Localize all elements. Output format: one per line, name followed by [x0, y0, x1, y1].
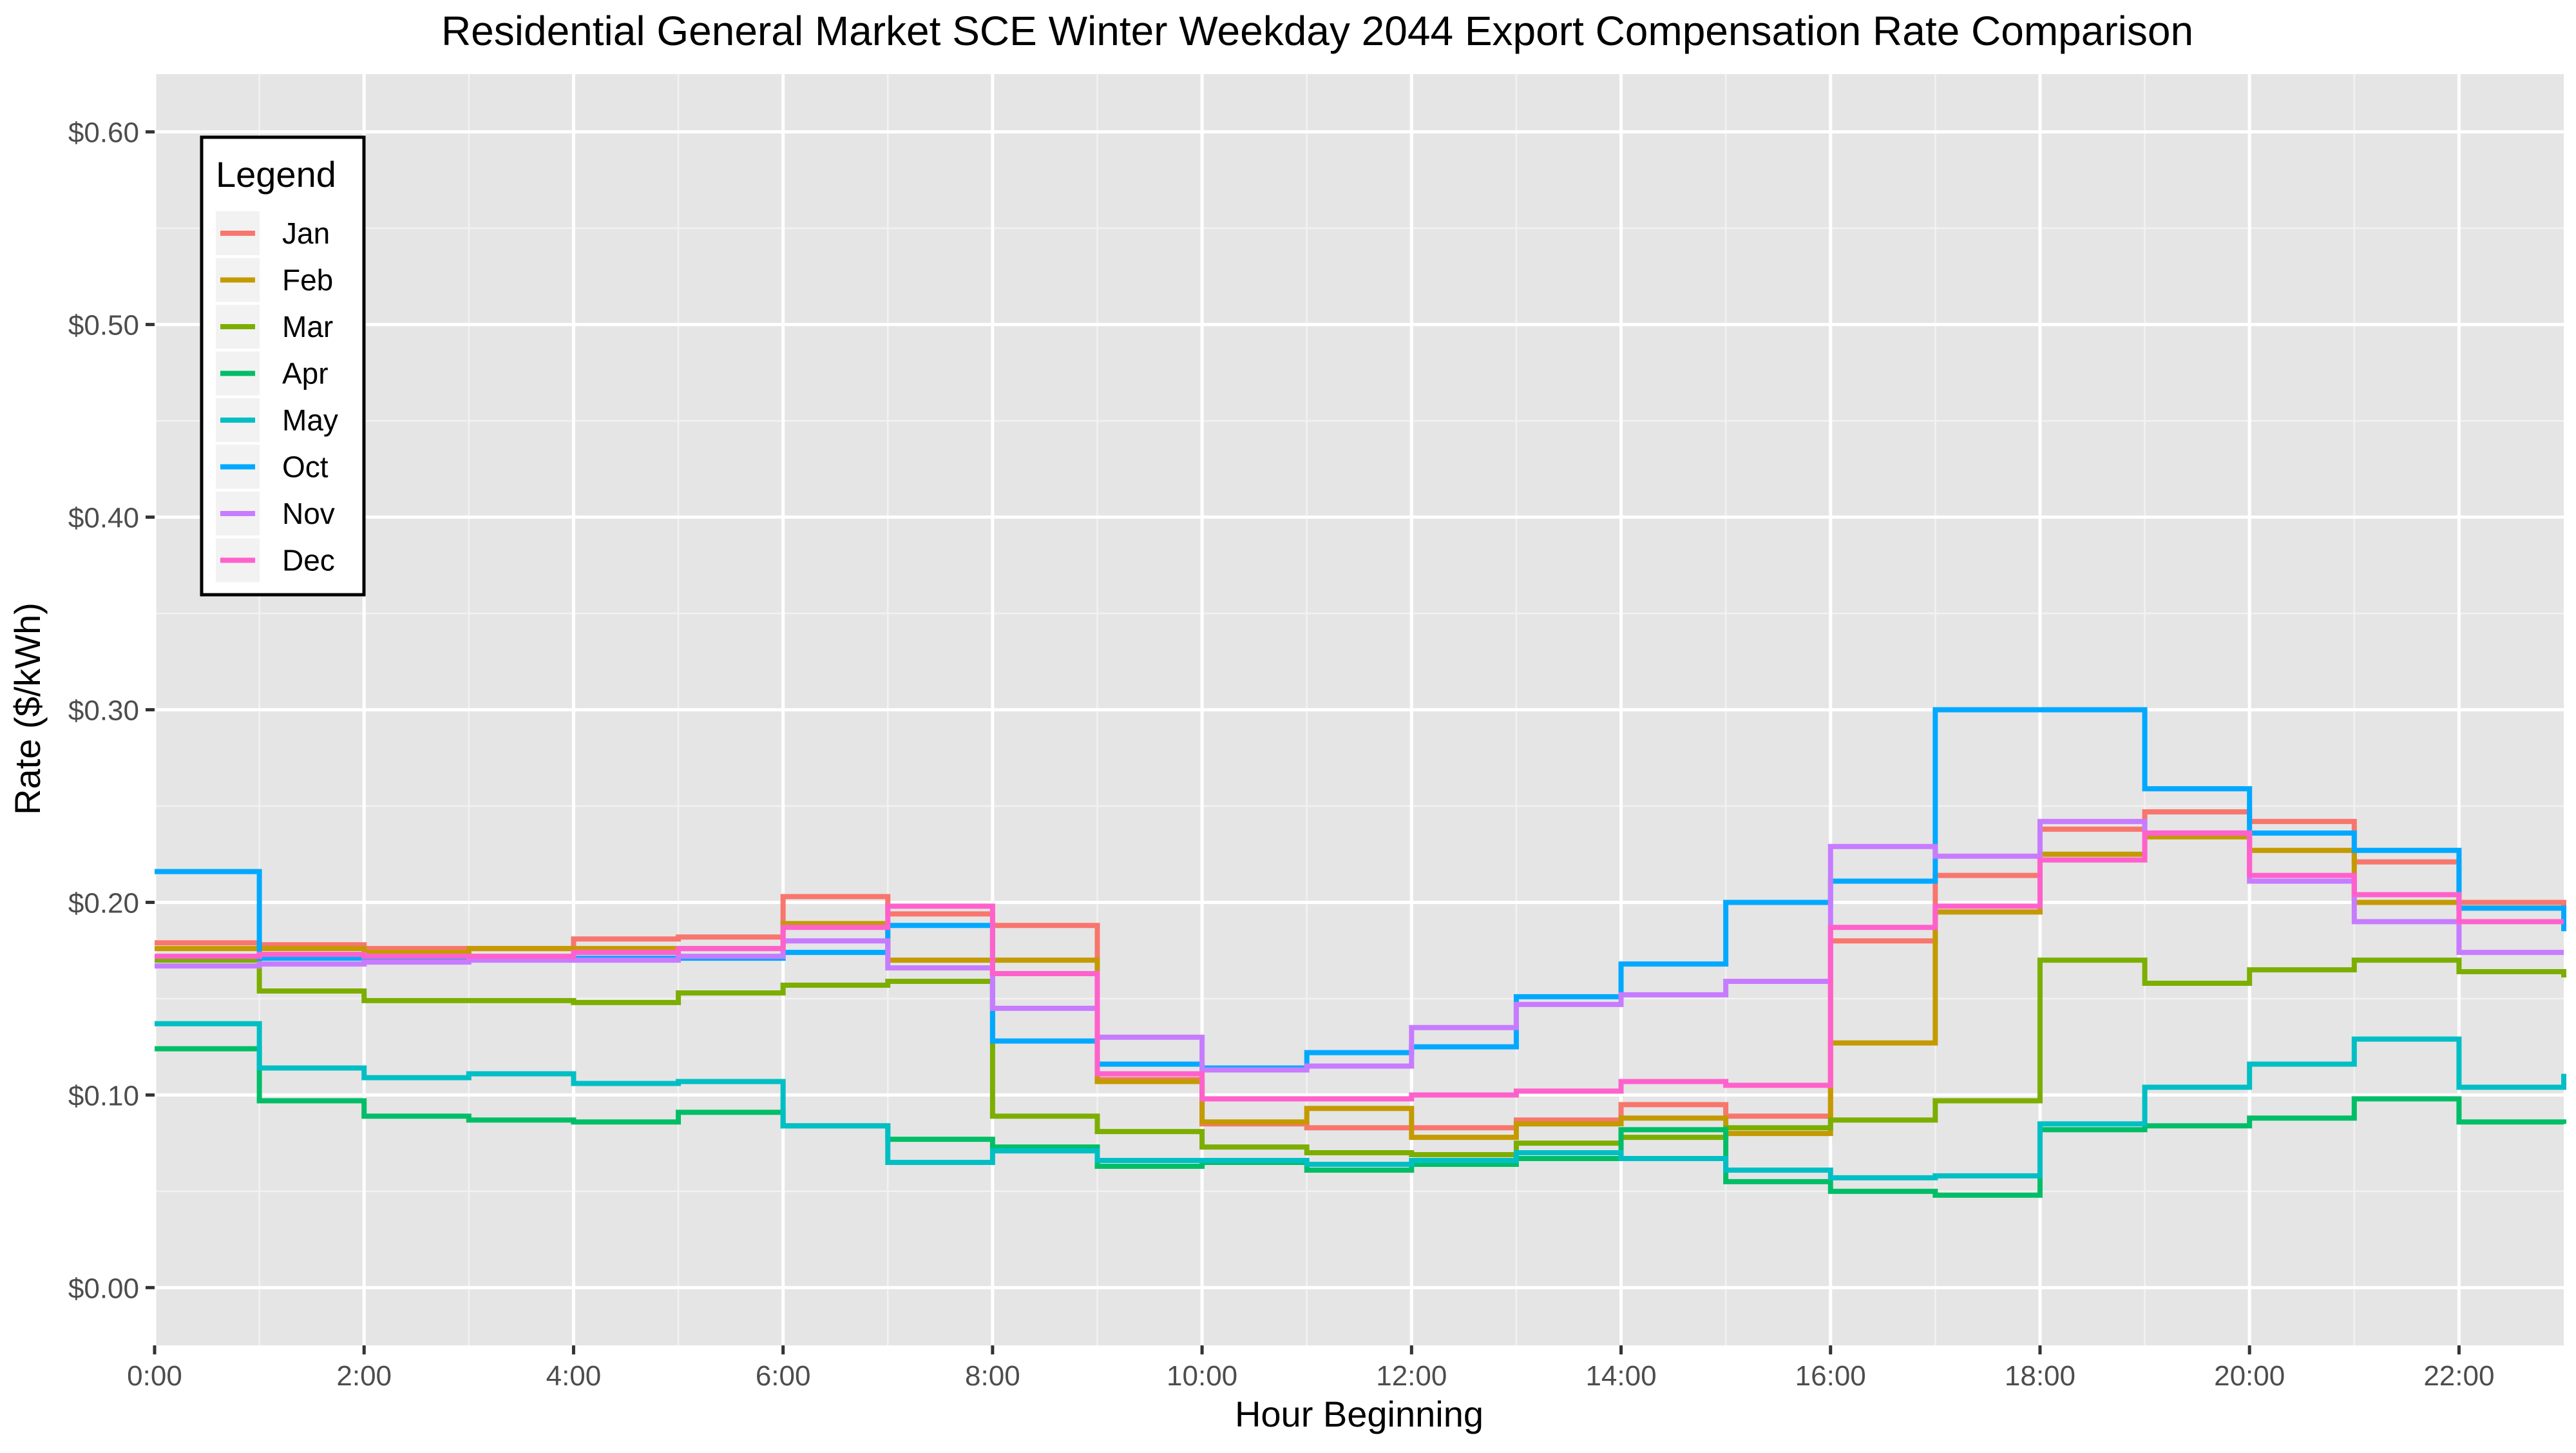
series-line-dec	[155, 830, 2564, 1102]
series-line-nov	[155, 818, 2564, 1073]
y-tick-label: $0.40	[68, 503, 139, 534]
legend-label-nov: Nov	[282, 497, 335, 530]
series-line-apr	[155, 1046, 2566, 1198]
legend-items: Jan Feb Mar Apr May Oct Nov Dec	[216, 211, 338, 582]
legend-label-feb: Feb	[282, 264, 333, 297]
x-tick-label: 22:00	[2423, 1360, 2494, 1392]
legend-label-oct: Oct	[282, 450, 329, 484]
x-tick-label: 12:00	[1376, 1360, 1447, 1392]
y-tick-label: $0.60	[68, 117, 139, 149]
x-tick-label: 8:00	[965, 1360, 1020, 1392]
legend-label-mar: Mar	[282, 310, 333, 343]
y-tick-label: $0.20	[68, 887, 139, 919]
legend-label-may: May	[282, 403, 338, 437]
x-tick-label: 14:00	[1585, 1360, 1656, 1392]
x-tick-label: 16:00	[1795, 1360, 1866, 1392]
legend-title: Legend	[216, 154, 336, 195]
y-tick-label: $0.30	[68, 695, 139, 727]
x-tick-label: 20:00	[2214, 1360, 2285, 1392]
legend-label-apr: Apr	[282, 357, 329, 390]
x-tick-label: 0:00	[127, 1360, 182, 1392]
x-tick-label: 6:00	[756, 1360, 811, 1392]
series-line-mar	[155, 957, 2566, 1158]
x-tick-label: 10:00	[1167, 1360, 1237, 1392]
grid-major	[153, 74, 2564, 1345]
chart-title: Residential General Market SCE Winter We…	[441, 8, 2193, 54]
legend-label-jan: Jan	[282, 217, 330, 250]
series-line-may	[155, 1021, 2566, 1180]
x-tick-label: 2:00	[336, 1360, 392, 1392]
x-axis: 0:00 2:00 4:00 6:00 8:00 10:00 12:00 14:00 16:00…	[127, 1345, 2494, 1392]
x-tick-label: 4:00	[546, 1360, 602, 1392]
x-tick-label: 18:00	[2005, 1360, 2075, 1392]
y-axis-label: Rate ($/kWh)	[7, 602, 48, 815]
legend-label-dec: Dec	[282, 544, 335, 577]
y-tick-label: $0.10	[68, 1080, 139, 1111]
y-axis: $0.00 $0.10 $0.20 $0.30 $0.40 $0.50 $0.60	[68, 117, 155, 1304]
y-tick-label: $0.50	[68, 310, 139, 342]
legend: Legend Jan Feb Mar Apr May Oct Nov Dec	[200, 135, 366, 597]
x-axis-label: Hour Beginning	[1235, 1394, 1484, 1434]
series-layer	[155, 707, 2566, 1198]
y-tick-label: $0.00	[68, 1273, 139, 1304]
